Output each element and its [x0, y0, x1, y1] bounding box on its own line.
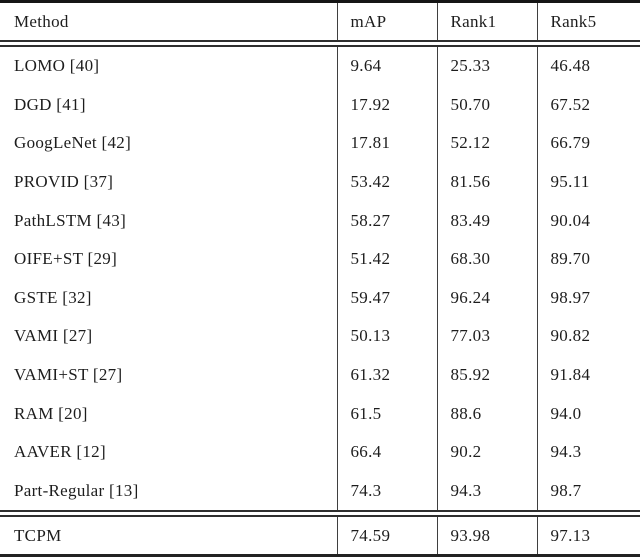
cell-rank1: 25.33 — [436, 43, 537, 86]
header-cell-rank5: Rank5 — [536, 0, 640, 47]
header-cell-map: mAP — [336, 0, 437, 47]
table-row: VAMI+ST [27] 61.32 85.92 91.84 — [0, 355, 640, 395]
cell-map: 17.81 — [336, 124, 437, 163]
table-row: PathLSTM [43] 58.27 83.49 90.04 — [0, 201, 640, 240]
cell-rank1: 50.70 — [436, 85, 537, 125]
cell-map: 59.47 — [336, 278, 437, 318]
cell-rank5: 46.48 — [536, 43, 640, 86]
cell-method: PathLSTM [43] — [14, 210, 127, 230]
cell-rank5: 98.7 — [536, 471, 640, 514]
table-row: PROVID [37] 53.42 81.56 95.11 — [0, 162, 640, 202]
cell-rank5: 89.70 — [536, 239, 640, 279]
cell-method: AAVER [12] — [14, 442, 106, 462]
cell-method: PROVID [37] — [14, 172, 114, 192]
cell-rank5: 67.52 — [536, 85, 640, 125]
cell-map: 66.4 — [336, 432, 437, 472]
cell-rank1: 96.24 — [436, 278, 537, 318]
table-row: GSTE [32] 59.47 96.24 98.97 — [0, 278, 640, 318]
cell-rank5: 90.82 — [536, 317, 640, 356]
cell-rank5: 66.79 — [536, 124, 640, 163]
table-footer: TCPM 74.59 93.98 97.13 — [0, 510, 640, 558]
cell-method: GSTE [32] — [14, 287, 92, 307]
cell-method: TCPM — [0, 510, 337, 558]
cell-rank5: 95.11 — [536, 162, 640, 202]
table-body: LOMO [40] 9.64 25.33 46.48 DGD [41] 17.92 50.7… — [0, 43, 640, 514]
cell-map: 74.3 — [336, 471, 437, 514]
cell-rank1: 81.56 — [436, 162, 537, 202]
cell-map: 51.42 — [336, 239, 437, 279]
cell-method: DGD [41] — [14, 94, 86, 114]
table-row: AAVER [12] 66.4 90.2 94.3 — [0, 432, 640, 472]
cell-map: 58.27 — [336, 201, 437, 240]
header-cell-rank1: Rank1 — [436, 0, 537, 47]
cell-map: 53.42 — [336, 162, 437, 202]
header-cell-method: Method — [0, 0, 337, 47]
cell-rank1: 85.92 — [436, 355, 537, 395]
cell-rank5: 90.04 — [536, 201, 640, 240]
cell-rank1: 68.30 — [436, 239, 537, 279]
table-row: Part-Regular [13] 74.3 94.3 98.7 — [0, 471, 640, 514]
cell-map: 74.59 — [336, 510, 437, 558]
table-row: OIFE+ST [29] 51.42 68.30 89.70 — [0, 239, 640, 279]
cell-map: 61.5 — [336, 394, 437, 433]
footer-row: TCPM 74.59 93.98 97.13 — [0, 510, 640, 558]
cell-rank1: 77.03 — [436, 317, 537, 356]
table-row: RAM [20] 61.5 88.6 94.0 — [0, 394, 640, 433]
table-header: Method mAP Rank1 Rank5 — [0, 0, 640, 47]
cell-method: VAMI [27] — [14, 326, 93, 346]
cell-rank1: 88.6 — [436, 394, 537, 433]
table-row: DGD [41] 17.92 50.70 67.52 — [0, 85, 640, 125]
cell-method: OIFE+ST [29] — [14, 249, 118, 269]
cell-map: 61.32 — [336, 355, 437, 395]
cell-rank1: 93.98 — [436, 510, 537, 558]
cell-rank1: 83.49 — [436, 201, 537, 240]
cell-method: VAMI+ST [27] — [14, 365, 123, 385]
table-row: VAMI [27] 50.13 77.03 90.82 — [0, 317, 640, 356]
cell-rank5: 94.0 — [536, 394, 640, 433]
cell-method: GoogLeNet [42] — [14, 133, 132, 153]
cell-method: LOMO [40] — [14, 56, 100, 76]
cell-map: 50.13 — [336, 317, 437, 356]
cell-rank1: 90.2 — [436, 432, 537, 472]
cell-method: RAM [20] — [14, 403, 88, 423]
cell-method: Part-Regular [13] — [14, 480, 139, 500]
table-row: LOMO [40] 9.64 25.33 46.48 — [0, 43, 640, 86]
cell-rank1: 52.12 — [436, 124, 537, 163]
cell-rank5: 98.97 — [536, 278, 640, 318]
cell-rank5: 91.84 — [536, 355, 640, 395]
header-row: Method mAP Rank1 Rank5 — [0, 0, 640, 47]
table-row: GoogLeNet [42] 17.81 52.12 66.79 — [0, 124, 640, 163]
cell-rank1: 94.3 — [436, 471, 537, 514]
cell-map: 17.92 — [336, 85, 437, 125]
cell-rank5: 94.3 — [536, 432, 640, 472]
cell-map: 9.64 — [336, 43, 437, 86]
cell-rank5: 97.13 — [536, 510, 640, 558]
